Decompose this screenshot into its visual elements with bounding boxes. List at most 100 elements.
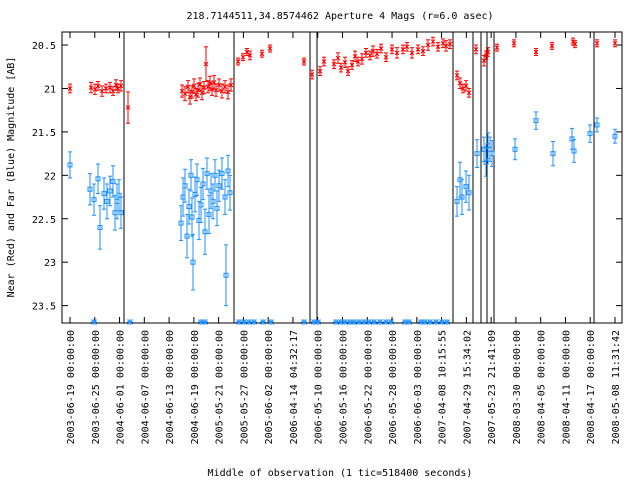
far-point-45 (481, 136, 487, 162)
x-tick-label-11: 2006-05-16 00:00:00 (339, 330, 350, 444)
y-tick-label-4: 22.5 (32, 215, 56, 226)
near-point-39 (267, 44, 273, 53)
far-point-4 (97, 205, 103, 250)
far-point-33 (216, 169, 222, 202)
near-point-35 (240, 53, 246, 62)
far-limit-marker-32 (444, 319, 450, 325)
near-point-79 (483, 50, 489, 61)
x-tick-label-14: 2006-06-03 00:00:00 (413, 330, 424, 444)
near-point-59 (389, 44, 395, 55)
x-tick-label-21: 2008-04-17 00:00:00 (586, 330, 597, 444)
near-point-23 (203, 46, 209, 83)
y-tick-label-2: 21.5 (32, 128, 56, 139)
far-limit-marker-1 (127, 319, 133, 325)
near-point-38 (259, 49, 265, 58)
near-point-83 (533, 48, 539, 56)
near-point-2 (92, 83, 98, 96)
near-point-51 (355, 56, 361, 67)
near-point-53 (363, 48, 369, 58)
x-tick-label-4: 2004-06-13 00:00:00 (165, 330, 176, 444)
far-point-19 (189, 197, 195, 237)
near-point-4 (99, 85, 105, 97)
far-point-22 (194, 163, 200, 196)
far-point-39 (454, 186, 460, 217)
far-point-12 (118, 196, 124, 229)
near-point-5 (103, 83, 109, 94)
near-point-52 (359, 53, 365, 65)
x-tick-label-12: 2006-05-22 00:00:00 (363, 330, 374, 444)
near-point-60 (394, 47, 400, 59)
y-axis-label: Near (Red) and Far (Blue) Magnitude [AB] (6, 57, 17, 298)
near-point-84 (549, 41, 555, 50)
near-point-68 (435, 41, 441, 52)
near-point-80 (485, 47, 491, 57)
near-red-series (67, 36, 618, 124)
x-axis-label: Middle of observation (1 tic=518400 seco… (208, 468, 473, 479)
segment-dividers (123, 32, 595, 323)
far-point-55 (587, 124, 593, 143)
x-tick-label-19: 2008-04-05 00:00:00 (537, 330, 548, 444)
near-point-87 (594, 39, 600, 48)
near-point-76 (466, 87, 472, 98)
far-point-10 (114, 183, 120, 220)
far-limit-marker-7 (251, 319, 257, 325)
x-tick-label-0: 2003-06-19 00:00:00 (66, 330, 77, 444)
near-point-67 (430, 36, 436, 47)
near-point-11 (125, 91, 131, 124)
far-limit-marker-12 (315, 319, 321, 325)
far-limit-marker-0 (91, 319, 97, 325)
far-limit-marker-30 (433, 319, 439, 325)
far-point-6 (104, 183, 110, 220)
far-limit-markers (91, 319, 450, 325)
near-point-27 (211, 74, 217, 90)
far-limit-marker-21 (371, 319, 377, 325)
far-point-31 (212, 159, 218, 192)
y-tick-label-0: 20.5 (32, 41, 56, 52)
x-tick-label-13: 2006-05-28 00:00:00 (388, 330, 399, 444)
far-point-42 (463, 170, 469, 203)
near-point-10 (118, 80, 124, 92)
near-point-50 (352, 50, 358, 63)
x-tick-label-20: 2008-04-11 00:00:00 (561, 330, 572, 444)
x-tick-label-17: 2007-05-23 21:41:09 (487, 330, 498, 444)
x-tick-label-2: 2004-06-01 00:00:00 (116, 330, 127, 444)
x-tick-label-8: 2005-06-02 00:00:00 (264, 330, 275, 444)
far-limit-marker-15 (342, 319, 348, 325)
near-point-20 (197, 77, 203, 91)
far-point-7 (107, 175, 113, 207)
x-tick-label-1: 2003-06-25 00:00:00 (91, 330, 102, 444)
near-point-41 (309, 69, 315, 80)
far-point-38 (223, 244, 229, 307)
far-point-34 (219, 157, 225, 190)
far-limit-marker-22 (377, 319, 383, 325)
far-point-8 (110, 165, 116, 198)
near-point-48 (345, 66, 351, 76)
y-axis: 20.5 21 21.5 22 22.5 23 23.5 (32, 41, 622, 313)
far-point-15 (182, 168, 188, 203)
y-tick-label-3: 22 (44, 171, 56, 182)
near-point-14 (185, 80, 191, 94)
near-point-43 (321, 56, 327, 67)
far-limit-marker-3 (202, 319, 208, 325)
near-point-33 (228, 78, 234, 92)
near-point-61 (400, 44, 406, 55)
far-point-44 (474, 139, 480, 169)
far-limit-marker-10 (301, 319, 307, 325)
near-point-47 (342, 56, 348, 69)
near-point-62 (404, 41, 410, 52)
near-point-49 (349, 60, 355, 70)
far-point-20 (190, 233, 196, 291)
far-point-26 (202, 208, 208, 255)
x-tick-label-6: 2005-05-21 00:00:00 (215, 330, 226, 444)
near-point-71 (447, 39, 453, 50)
far-point-16 (184, 213, 190, 259)
far-point-56 (594, 117, 600, 133)
far-point-37 (227, 174, 233, 211)
far-point-13 (178, 205, 184, 241)
near-point-24 (205, 80, 211, 94)
far-point-35 (222, 179, 228, 215)
far-point-1 (87, 173, 93, 206)
far-limit-marker-24 (388, 319, 394, 325)
near-point-86 (572, 40, 578, 49)
